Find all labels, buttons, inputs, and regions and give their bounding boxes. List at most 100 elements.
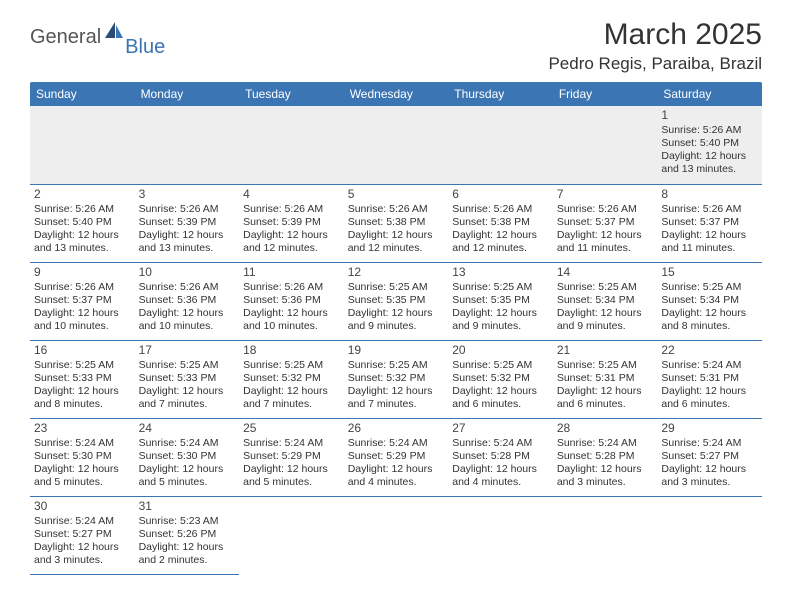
sunrise-line: Sunrise: 5:26 AM [452,203,549,216]
weekday-header: Saturday [657,82,762,106]
day-number: 16 [34,343,131,358]
sunrise-line: Sunrise: 5:24 AM [557,437,654,450]
day-number: 13 [452,265,549,280]
sunset-line: Sunset: 5:27 PM [661,450,758,463]
calendar-week: 2Sunrise: 5:26 AMSunset: 5:40 PMDaylight… [30,184,762,262]
day-number: 23 [34,421,131,436]
calendar-week: 16Sunrise: 5:25 AMSunset: 5:33 PMDayligh… [30,340,762,418]
day-number: 29 [661,421,758,436]
sunrise-line: Sunrise: 5:25 AM [243,359,340,372]
location: Pedro Regis, Paraiba, Brazil [548,54,762,74]
weekday-header-row: SundayMondayTuesdayWednesdayThursdayFrid… [30,82,762,106]
calendar-cell: 17Sunrise: 5:25 AMSunset: 5:33 PMDayligh… [135,340,240,418]
daylight-line: Daylight: 12 hours and 9 minutes. [452,307,549,333]
logo: General Blue [30,18,167,51]
calendar-cell: 25Sunrise: 5:24 AMSunset: 5:29 PMDayligh… [239,418,344,496]
calendar-week: 9Sunrise: 5:26 AMSunset: 5:37 PMDaylight… [30,262,762,340]
sunrise-line: Sunrise: 5:24 AM [661,437,758,450]
weekday-header: Sunday [30,82,135,106]
sunset-line: Sunset: 5:37 PM [34,294,131,307]
sunrise-line: Sunrise: 5:26 AM [34,203,131,216]
calendar-cell: 26Sunrise: 5:24 AMSunset: 5:29 PMDayligh… [344,418,449,496]
daylight-line: Daylight: 12 hours and 10 minutes. [34,307,131,333]
weekday-header: Wednesday [344,82,449,106]
daylight-line: Daylight: 12 hours and 13 minutes. [661,150,758,176]
daylight-line: Daylight: 12 hours and 9 minutes. [557,307,654,333]
day-number: 19 [348,343,445,358]
daylight-line: Daylight: 12 hours and 3 minutes. [34,541,131,567]
day-number: 15 [661,265,758,280]
calendar-cell: 13Sunrise: 5:25 AMSunset: 5:35 PMDayligh… [448,262,553,340]
sunset-line: Sunset: 5:35 PM [348,294,445,307]
calendar-cell: 7Sunrise: 5:26 AMSunset: 5:37 PMDaylight… [553,184,658,262]
sunset-line: Sunset: 5:36 PM [139,294,236,307]
sunset-line: Sunset: 5:34 PM [557,294,654,307]
sunrise-line: Sunrise: 5:24 AM [34,437,131,450]
sunset-line: Sunset: 5:33 PM [139,372,236,385]
calendar-cell: 19Sunrise: 5:25 AMSunset: 5:32 PMDayligh… [344,340,449,418]
day-number: 5 [348,187,445,202]
daylight-line: Daylight: 12 hours and 8 minutes. [34,385,131,411]
calendar-cell: 23Sunrise: 5:24 AMSunset: 5:30 PMDayligh… [30,418,135,496]
day-number: 6 [452,187,549,202]
calendar-cell: 4Sunrise: 5:26 AMSunset: 5:39 PMDaylight… [239,184,344,262]
daylight-line: Daylight: 12 hours and 3 minutes. [661,463,758,489]
sunrise-line: Sunrise: 5:24 AM [243,437,340,450]
day-number: 25 [243,421,340,436]
calendar-cell: 15Sunrise: 5:25 AMSunset: 5:34 PMDayligh… [657,262,762,340]
day-number: 8 [661,187,758,202]
weekday-header: Tuesday [239,82,344,106]
sunrise-line: Sunrise: 5:25 AM [452,359,549,372]
calendar-cell: 22Sunrise: 5:24 AMSunset: 5:31 PMDayligh… [657,340,762,418]
sunset-line: Sunset: 5:33 PM [34,372,131,385]
calendar-body: 1Sunrise: 5:26 AMSunset: 5:40 PMDaylight… [30,106,762,574]
sunset-line: Sunset: 5:38 PM [452,216,549,229]
daylight-line: Daylight: 12 hours and 7 minutes. [348,385,445,411]
calendar-cell: 6Sunrise: 5:26 AMSunset: 5:38 PMDaylight… [448,184,553,262]
calendar-cell: 31Sunrise: 5:23 AMSunset: 5:26 PMDayligh… [135,496,240,574]
title-block: March 2025 Pedro Regis, Paraiba, Brazil [548,18,762,74]
sunrise-line: Sunrise: 5:26 AM [348,203,445,216]
day-number: 4 [243,187,340,202]
daylight-line: Daylight: 12 hours and 11 minutes. [557,229,654,255]
daylight-line: Daylight: 12 hours and 5 minutes. [139,463,236,489]
calendar-cell: 29Sunrise: 5:24 AMSunset: 5:27 PMDayligh… [657,418,762,496]
daylight-line: Daylight: 12 hours and 5 minutes. [34,463,131,489]
sunrise-line: Sunrise: 5:25 AM [139,359,236,372]
sunset-line: Sunset: 5:36 PM [243,294,340,307]
sunset-line: Sunset: 5:34 PM [661,294,758,307]
sunset-line: Sunset: 5:32 PM [348,372,445,385]
daylight-line: Daylight: 12 hours and 5 minutes. [243,463,340,489]
day-number: 21 [557,343,654,358]
sunset-line: Sunset: 5:32 PM [243,372,340,385]
day-number: 28 [557,421,654,436]
sunset-line: Sunset: 5:27 PM [34,528,131,541]
sunset-line: Sunset: 5:26 PM [139,528,236,541]
sunset-line: Sunset: 5:31 PM [557,372,654,385]
day-number: 30 [34,499,131,514]
daylight-line: Daylight: 12 hours and 6 minutes. [452,385,549,411]
calendar-cell-empty [239,106,344,184]
calendar-cell: 16Sunrise: 5:25 AMSunset: 5:33 PMDayligh… [30,340,135,418]
sunset-line: Sunset: 5:35 PM [452,294,549,307]
weekday-header: Thursday [448,82,553,106]
calendar-cell: 11Sunrise: 5:26 AMSunset: 5:36 PMDayligh… [239,262,344,340]
sunrise-line: Sunrise: 5:26 AM [661,203,758,216]
sunrise-line: Sunrise: 5:26 AM [139,281,236,294]
sunrise-line: Sunrise: 5:26 AM [557,203,654,216]
daylight-line: Daylight: 12 hours and 4 minutes. [452,463,549,489]
sail-icon [103,20,125,47]
calendar-cell: 8Sunrise: 5:26 AMSunset: 5:37 PMDaylight… [657,184,762,262]
day-number: 20 [452,343,549,358]
daylight-line: Daylight: 12 hours and 12 minutes. [243,229,340,255]
sunrise-line: Sunrise: 5:26 AM [243,203,340,216]
day-number: 11 [243,265,340,280]
sunset-line: Sunset: 5:39 PM [139,216,236,229]
day-number: 22 [661,343,758,358]
calendar-cell: 21Sunrise: 5:25 AMSunset: 5:31 PMDayligh… [553,340,658,418]
day-number: 17 [139,343,236,358]
calendar-cell: 30Sunrise: 5:24 AMSunset: 5:27 PMDayligh… [30,496,135,574]
day-number: 9 [34,265,131,280]
sunrise-line: Sunrise: 5:26 AM [34,281,131,294]
calendar-cell: 12Sunrise: 5:25 AMSunset: 5:35 PMDayligh… [344,262,449,340]
